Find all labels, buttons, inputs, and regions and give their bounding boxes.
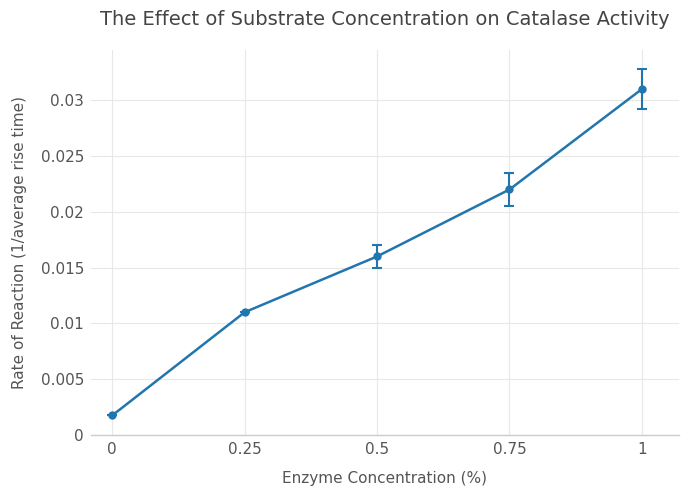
- Y-axis label: Rate of Reaction (1/average rise time): Rate of Reaction (1/average rise time): [12, 96, 27, 389]
- X-axis label: Enzyme Concentration (%): Enzyme Concentration (%): [283, 471, 487, 486]
- Title: The Effect of Substrate Concentration on Catalase Activity: The Effect of Substrate Concentration on…: [100, 10, 670, 29]
